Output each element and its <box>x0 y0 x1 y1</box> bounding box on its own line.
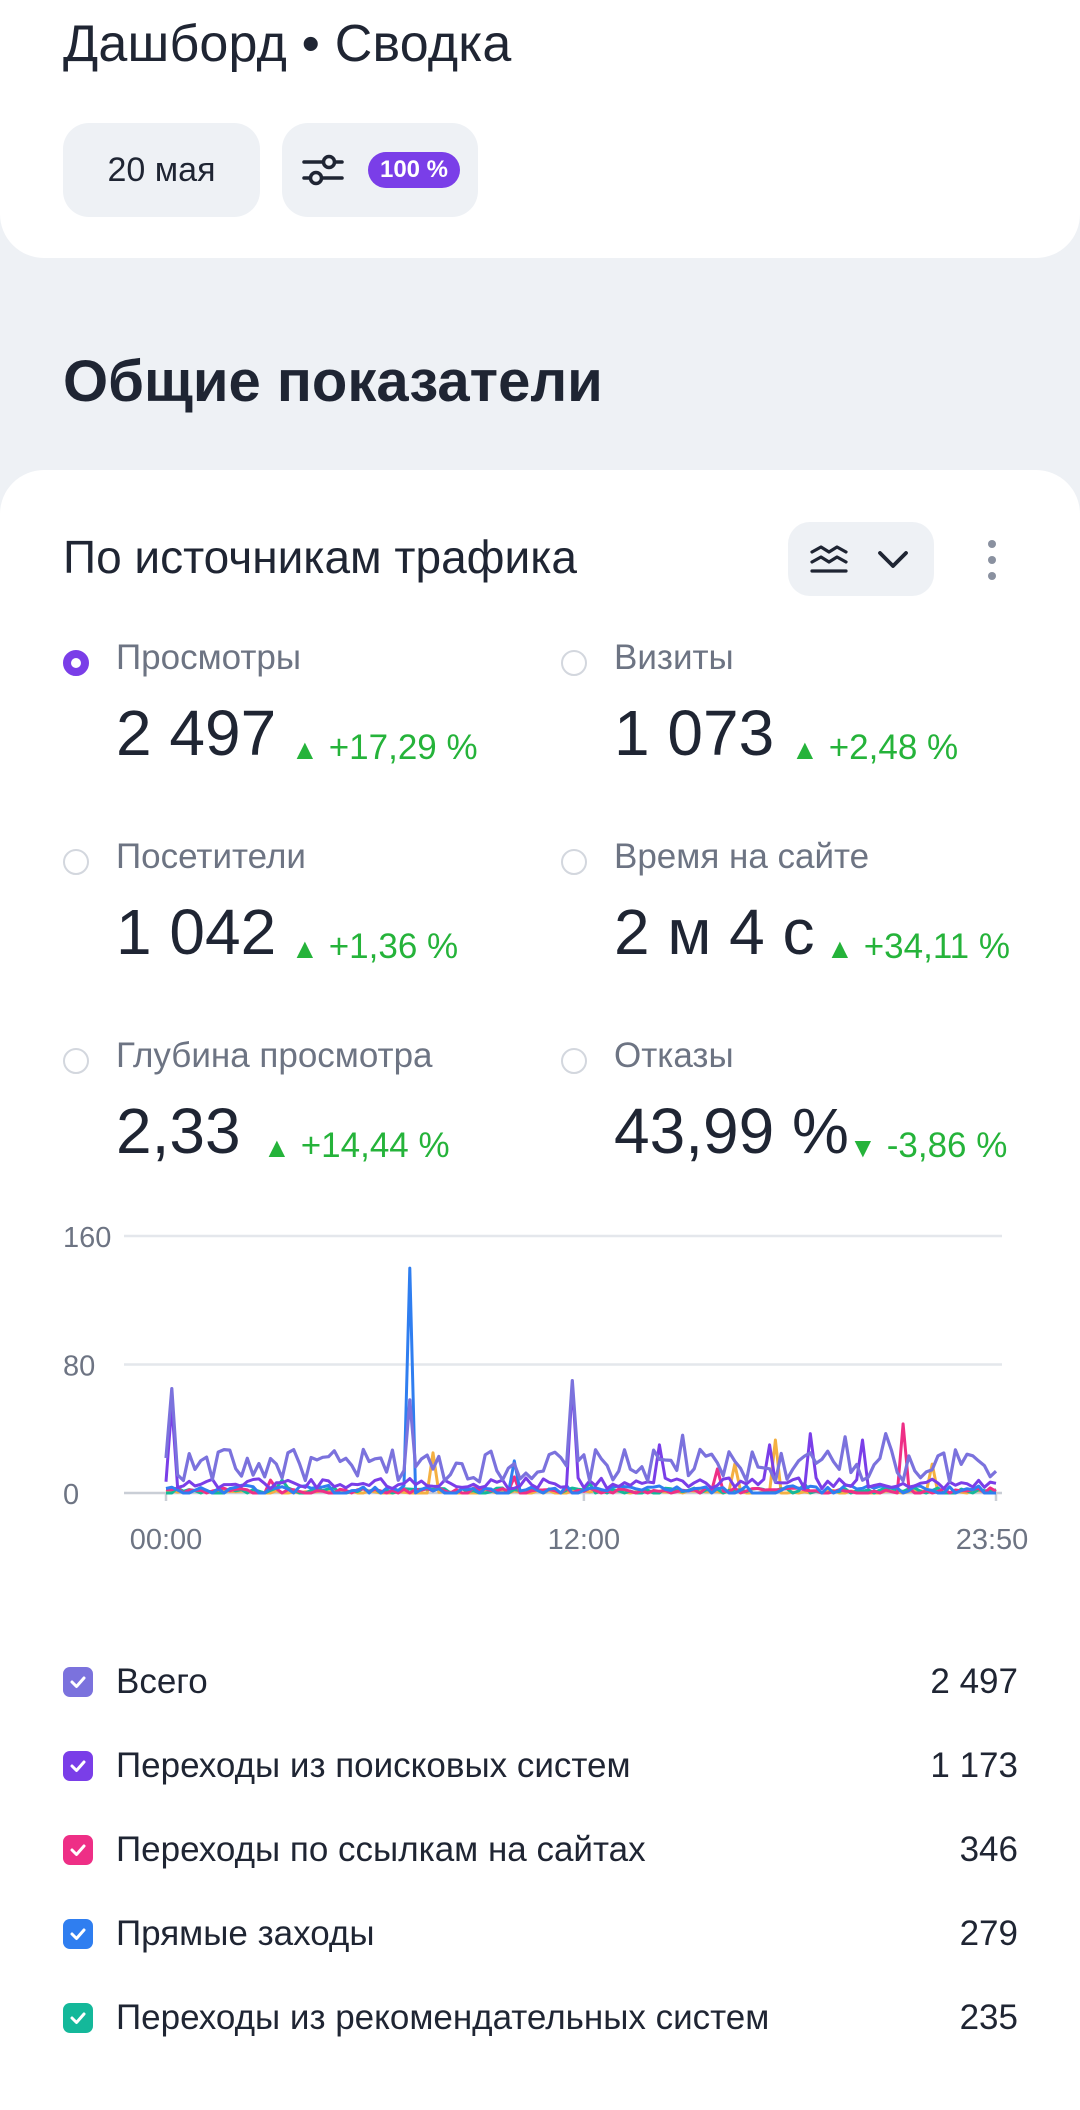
metric-label: Просмотры <box>116 638 301 677</box>
metric-radio[interactable] <box>561 849 587 875</box>
metric-radio[interactable] <box>63 1048 89 1074</box>
legend-item-direct[interactable]: Прямые заходы 279 <box>63 1904 1018 1964</box>
metric-label: Посетители <box>116 837 306 876</box>
legend-name: Переходы по ссылкам на сайтах <box>116 1830 646 1869</box>
legend-checkbox[interactable] <box>63 1919 93 1949</box>
metric-delta: ▲ +14,44 % <box>263 1126 450 1165</box>
metric-value: 2,33 <box>116 1095 241 1167</box>
legend-checkbox[interactable] <box>63 1667 93 1697</box>
legend-item-total[interactable]: Всего 2 497 <box>63 1652 1018 1712</box>
metric-label: Визиты <box>614 638 734 677</box>
check-icon <box>70 1928 86 1940</box>
legend-count: 2 497 <box>930 1662 1018 1701</box>
x-tick-label: 12:00 <box>548 1524 621 1556</box>
legend-name: Прямые заходы <box>116 1914 375 1953</box>
legend-count: 279 <box>959 1914 1018 1953</box>
metric-bounces[interactable]: Отказы 43,99 % ▼ -3,86 % <box>561 1036 1041 1206</box>
traffic-chart-svg: 0 80 160 00:00 12:00 23:50 <box>63 1222 1029 1556</box>
metric-value: 1 042 <box>116 896 277 968</box>
metric-label: Время на сайте <box>614 837 870 876</box>
sliders-icon <box>302 154 344 186</box>
check-icon <box>70 1844 86 1856</box>
y-tick-label: 0 <box>63 1479 79 1511</box>
series-line-1 <box>164 1382 997 1491</box>
metric-value: 1 073 <box>614 697 775 769</box>
metric-label: Отказы <box>614 1036 734 1075</box>
metric-delta: ▲ +34,11 % <box>826 927 1010 966</box>
scale-badge: 100 % <box>367 152 461 188</box>
legend-name: Всего <box>116 1662 208 1701</box>
metric-radio[interactable] <box>561 650 587 676</box>
metric-delta: ▲ +1,36 % <box>291 927 459 966</box>
chevron-down-icon <box>878 551 908 568</box>
metric-depth[interactable]: Глубина просмотра 2,33 ▲ +14,44 % <box>63 1036 543 1206</box>
date-picker-button[interactable]: 20 мая <box>63 123 260 217</box>
page-title: Дашборд • Сводка <box>63 15 512 73</box>
date-label: 20 мая <box>107 150 216 189</box>
metric-delta: ▲ +2,48 % <box>791 728 959 767</box>
y-tick-label: 160 <box>63 1222 111 1254</box>
metric-radio[interactable] <box>63 849 89 875</box>
legend-item-links[interactable]: Переходы по ссылкам на сайтах 346 <box>63 1820 1018 1880</box>
legend-name: Переходы из поисковых систем <box>116 1746 631 1785</box>
legend-count: 235 <box>959 1998 1018 2037</box>
metric-visitors[interactable]: Посетители 1 042 ▲ +1,36 % <box>63 837 543 1007</box>
metric-radio[interactable] <box>561 1048 587 1074</box>
metric-visits[interactable]: Визиты 1 073 ▲ +2,48 % <box>561 638 1041 808</box>
section-title: Общие показатели <box>63 349 603 414</box>
metric-value: 43,99 % <box>614 1095 849 1167</box>
check-icon <box>70 1676 86 1688</box>
y-tick-label: 80 <box>63 1351 95 1383</box>
area-chart-icon <box>810 545 848 573</box>
legend-name: Переходы из рекомендательных систем <box>116 1998 770 2037</box>
metric-value: 2 497 <box>116 697 277 769</box>
legend-count: 346 <box>959 1830 1018 1869</box>
legend-count: 1 173 <box>930 1746 1018 1785</box>
more-vertical-icon[interactable] <box>972 532 1012 588</box>
traffic-sources-card: По источникам трафика Просмотры 2 497 ▲ +… <box>0 470 1080 2110</box>
metric-time-on-site[interactable]: Время на сайте 2 м 4 с ▲ +34,11 % <box>561 837 1041 1007</box>
x-tick-label: 00:00 <box>130 1524 203 1556</box>
metric-value: 2 м 4 с <box>614 896 815 968</box>
header-card: Дашборд • Сводка 20 мая 100 % <box>0 0 1080 258</box>
metric-views[interactable]: Просмотры 2 497 ▲ +17,29 % <box>63 638 543 808</box>
metric-delta: ▲ +17,29 % <box>291 728 478 767</box>
metric-label: Глубина просмотра <box>116 1036 433 1075</box>
card-title: По источникам трафика <box>63 531 577 583</box>
check-icon <box>70 2012 86 2024</box>
filters-button[interactable]: 100 % <box>282 123 478 217</box>
metric-delta: ▼ -3,86 % <box>849 1126 1008 1165</box>
check-icon <box>70 1760 86 1772</box>
legend-item-recommendations[interactable]: Переходы из рекомендательных систем 235 <box>63 1988 1018 2048</box>
metric-radio[interactable] <box>63 650 89 676</box>
chart-type-dropdown[interactable] <box>788 522 934 596</box>
x-tick-label: 23:50 <box>956 1524 1029 1556</box>
legend-checkbox[interactable] <box>63 1751 93 1781</box>
series-line-0 <box>164 1379 998 1484</box>
traffic-chart[interactable]: 0 80 160 00:00 12:00 23:50 <box>0 1210 1080 1570</box>
legend-checkbox[interactable] <box>63 1835 93 1865</box>
legend-checkbox[interactable] <box>63 2003 93 2033</box>
legend-item-search[interactable]: Переходы из поисковых систем 1 173 <box>63 1736 1018 1796</box>
